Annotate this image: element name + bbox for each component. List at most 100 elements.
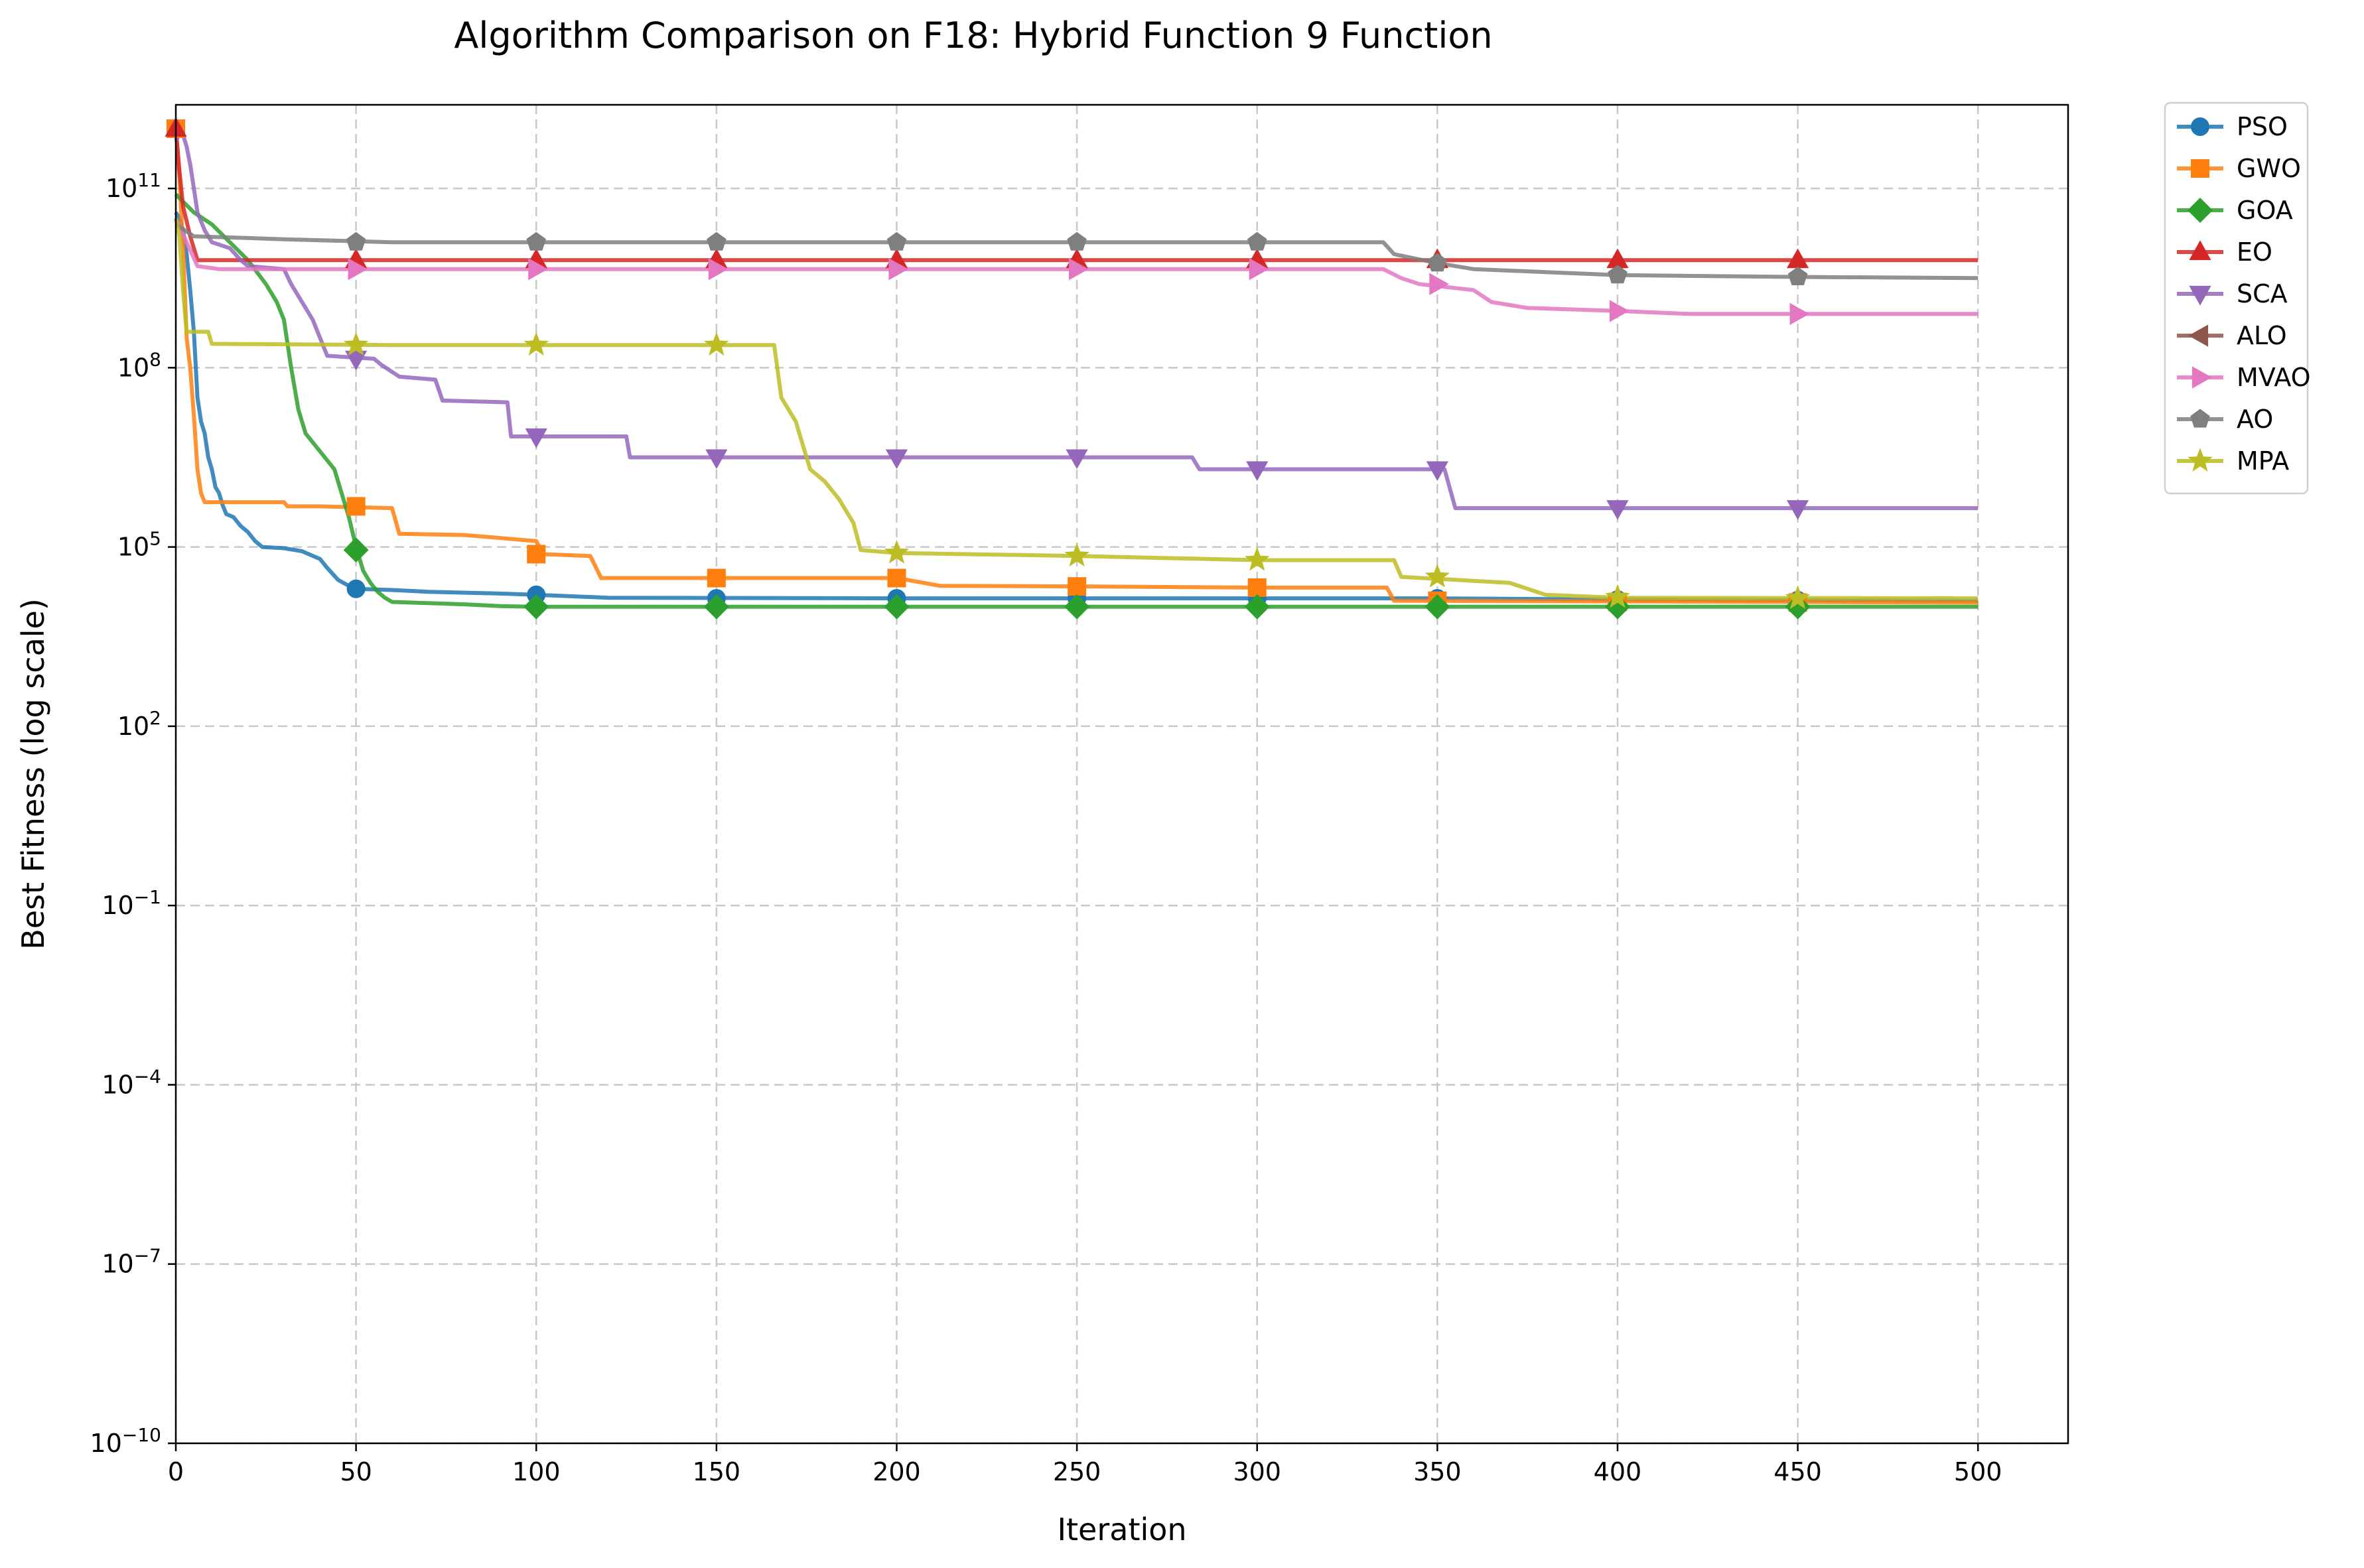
data-point-goa <box>1785 594 1811 620</box>
legend-label-gwo: GWO <box>2237 154 2301 183</box>
series-line-eo <box>174 128 1979 263</box>
series-line-ao <box>174 222 1979 281</box>
data-point-pso <box>346 579 366 598</box>
x-tick-label: 350 <box>1413 1457 1462 1486</box>
data-point-sca <box>1426 461 1449 482</box>
data-point-sca <box>705 449 728 470</box>
data-point-gwo <box>1247 578 1267 597</box>
legend-marker-alo <box>2188 324 2209 347</box>
data-point-goa <box>703 594 729 620</box>
data-point-ao <box>1067 231 1087 251</box>
data-point-mvao <box>708 258 729 281</box>
x-axis-label: Iteration <box>1057 1512 1186 1547</box>
data-point-mpa <box>704 332 729 356</box>
x-axis-ticks: 0 50 100 150 200 250 300 350 400 450 500 <box>168 1443 2002 1486</box>
legend-label-mpa: MPA <box>2237 446 2289 476</box>
data-point-mvao <box>1069 258 1089 281</box>
data-point-ao <box>1787 266 1808 285</box>
data-point-ao <box>346 231 366 251</box>
data-point-gwo <box>887 568 906 588</box>
legend-label-mvao: MVAO <box>2237 363 2311 392</box>
data-point-mvao <box>1249 258 1269 281</box>
legend-marker-gwo <box>2191 159 2209 178</box>
x-tick-label: 50 <box>340 1457 372 1486</box>
legend-marker-eo <box>2189 240 2211 261</box>
x-tick-label: 0 <box>168 1457 184 1486</box>
legend-label-goa: GOA <box>2237 196 2293 225</box>
legend-label-eo: EO <box>2237 237 2272 267</box>
data-point-ao <box>1247 231 1267 251</box>
data-point-gwo <box>527 545 546 564</box>
y-tick-label: 10−7 <box>102 1245 161 1279</box>
data-point-goa <box>1244 594 1270 620</box>
data-point-mpa <box>1064 543 1089 567</box>
data-point-goa <box>343 537 369 563</box>
series-markers <box>165 117 1811 620</box>
legend-label-sca: SCA <box>2237 279 2288 308</box>
data-point-sca <box>1246 461 1269 482</box>
data-point-sca <box>344 350 368 371</box>
data-point-mpa <box>1605 584 1630 608</box>
data-point-sca <box>525 428 547 448</box>
data-point-goa <box>1064 594 1090 620</box>
data-point-mpa <box>1785 585 1811 610</box>
x-tick-label: 300 <box>1233 1457 1281 1486</box>
x-tick-label: 400 <box>1594 1457 1642 1486</box>
data-point-gwo <box>707 568 726 588</box>
data-point-goa <box>523 594 549 620</box>
data-point-mvao <box>348 258 368 281</box>
x-tick-label: 250 <box>1053 1457 1101 1486</box>
x-tick-label: 450 <box>1773 1457 1822 1486</box>
data-point-sca <box>1606 500 1629 520</box>
data-point-sca <box>885 449 908 470</box>
data-point-sca <box>1786 500 1809 520</box>
legend-marker-sca <box>2189 285 2211 306</box>
y-tick-label: 1011 <box>105 169 161 203</box>
data-point-mpa <box>1425 563 1450 588</box>
data-point-ao <box>1427 253 1448 272</box>
legend: PSO GWO GOA EO SCA ALO MVAO AO MPA <box>2164 101 2311 495</box>
legend-marker-mpa <box>2188 448 2213 472</box>
data-point-sca <box>1066 449 1088 470</box>
plot-area-frame <box>174 103 2069 1445</box>
y-tick-label: 105 <box>117 528 161 562</box>
series-line-goa <box>174 192 1979 609</box>
series-line-mpa <box>174 218 1979 601</box>
y-axis-label: Best Fitness (log scale) <box>15 598 51 950</box>
data-point-goa <box>884 594 910 620</box>
legend-marker-mvao <box>2191 366 2212 389</box>
data-point-mpa <box>343 332 369 356</box>
data-point-ao <box>1608 265 1628 284</box>
x-tick-label: 150 <box>693 1457 741 1486</box>
legend-marker-ao <box>2190 409 2210 428</box>
data-point-mpa <box>1244 547 1270 571</box>
data-point-gwo <box>346 497 366 516</box>
x-tick-label: 200 <box>872 1457 921 1486</box>
data-point-mpa <box>523 332 549 356</box>
data-point-mvao <box>528 258 548 281</box>
series-line-sca <box>174 133 1979 511</box>
data-point-ao <box>707 231 727 251</box>
chart-title: Algorithm Comparison on F18: Hybrid Func… <box>454 15 1492 56</box>
data-point-mvao <box>1429 273 1449 295</box>
data-point-mvao <box>888 258 909 281</box>
data-point-ao <box>886 231 907 251</box>
data-point-mvao <box>1789 302 1810 326</box>
legend-marker-goa <box>2187 197 2213 224</box>
data-point-ao <box>526 231 546 251</box>
x-tick-label: 100 <box>512 1457 561 1486</box>
series-line-pso <box>174 211 1979 603</box>
legend-label-alo: ALO <box>2237 321 2287 350</box>
series-line-gwo <box>174 128 1979 605</box>
data-point-gwo <box>1068 577 1087 596</box>
grid <box>174 105 2068 1445</box>
data-point-goa <box>1425 594 1450 620</box>
data-point-mpa <box>884 539 910 564</box>
legend-label-ao: AO <box>2237 405 2273 434</box>
x-tick-label: 500 <box>1954 1457 2002 1486</box>
legend-label-pso: PSO <box>2237 112 2288 141</box>
data-point-mvao <box>1609 300 1630 322</box>
legend-marker-pso <box>2191 117 2209 136</box>
